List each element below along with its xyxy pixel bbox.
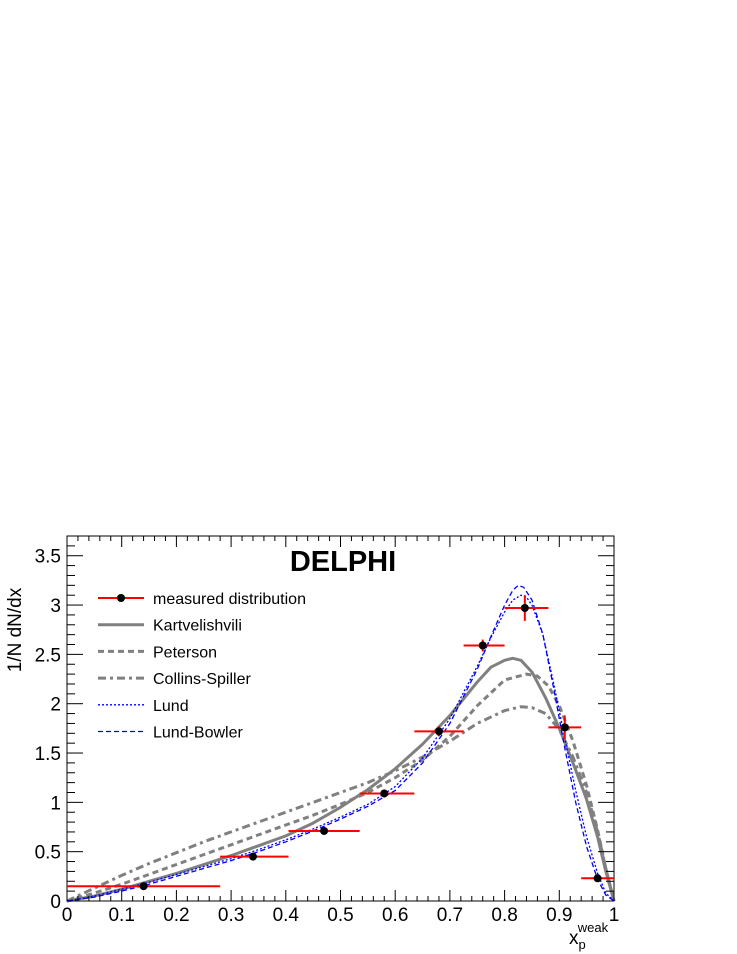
legend-entry: Lund-Bowler <box>98 725 244 742</box>
y-axis: 0 0.5 1 1.5 2 2.5 3 3.5 <box>35 535 614 913</box>
y-tick-label: 3.5 <box>35 547 61 568</box>
x-axis-title-sub: p <box>579 937 586 952</box>
x-tick-label: 0.4 <box>273 905 300 926</box>
model-curves <box>66 584 616 903</box>
legend-label: Lund <box>153 698 189 715</box>
data-point <box>220 852 289 861</box>
legend-label: Collins-Spiller <box>153 671 251 688</box>
x-tick-label: 0.6 <box>382 905 408 926</box>
y-tick-label: 0 <box>50 892 61 913</box>
x-tick-label: 0.5 <box>327 905 353 926</box>
point-marker <box>320 826 329 835</box>
data-point <box>463 639 505 652</box>
curve-collins-spiller <box>66 705 616 903</box>
x-axis: 0 0.1 0.2 0.3 0.4 0.5 0.6 0.7 0.8 0.9 1 <box>62 536 620 926</box>
point-marker <box>434 727 443 736</box>
x-axis-title-main: x <box>569 928 579 949</box>
x-tick-label: 1 <box>609 905 620 926</box>
data-point <box>504 595 549 621</box>
x-tick-label: 0 <box>62 905 73 926</box>
x-tick-label: 0.2 <box>163 905 189 926</box>
legend-label: Lund-Bowler <box>153 725 244 742</box>
point-marker <box>139 882 148 891</box>
point-marker <box>478 641 487 650</box>
legend-entry: Peterson <box>98 644 217 661</box>
legend-entry: measured distribution <box>98 591 306 608</box>
point-marker <box>593 874 602 883</box>
measured-points <box>67 595 614 891</box>
curve-peterson <box>66 672 616 903</box>
legend-label: measured distribution <box>153 591 306 608</box>
legend-entry: Collins-Spiller <box>98 671 251 688</box>
x-tick-label: 0.8 <box>491 905 517 926</box>
x-tick-label: 0.3 <box>218 905 244 926</box>
legend: measured distribution Kartvelishvili Peter… <box>98 591 306 742</box>
x-axis-title-sup: weak <box>577 920 609 935</box>
legend-label: Peterson <box>153 644 217 661</box>
legend-entry: Lund <box>98 698 189 715</box>
data-point <box>548 715 582 740</box>
data-point <box>288 826 360 835</box>
x-tick-label: 0.7 <box>437 905 463 926</box>
x-tick-label: 0.1 <box>108 905 134 926</box>
data-point <box>359 789 415 798</box>
plot-frame <box>66 535 615 902</box>
data-point <box>67 882 221 891</box>
chart-title: DELPHI <box>290 546 396 578</box>
y-tick-label: 0.5 <box>35 843 61 864</box>
y-tick-label: 2 <box>50 695 61 716</box>
curve-lund <box>66 594 615 902</box>
y-tick-label: 1 <box>50 793 61 814</box>
x-tick-label: 0.9 <box>546 905 572 926</box>
point-marker <box>560 723 569 732</box>
point-marker <box>380 789 389 798</box>
y-tick-label: 3 <box>50 596 61 617</box>
point-marker <box>520 604 529 613</box>
y-axis-title: 1/N dN/dx <box>5 587 26 672</box>
data-point <box>581 874 614 883</box>
y-tick-label: 1.5 <box>35 744 61 765</box>
legend-swatch-marker <box>117 594 125 602</box>
legend-entry: Kartvelishvili <box>98 618 242 635</box>
point-marker <box>248 852 257 861</box>
curve-lund-bowler <box>66 584 615 902</box>
legend-label: Kartvelishvili <box>153 618 242 635</box>
x-axis-title: xp weak <box>569 920 609 952</box>
data-point <box>414 726 464 737</box>
y-tick-label: 2.5 <box>35 645 61 666</box>
